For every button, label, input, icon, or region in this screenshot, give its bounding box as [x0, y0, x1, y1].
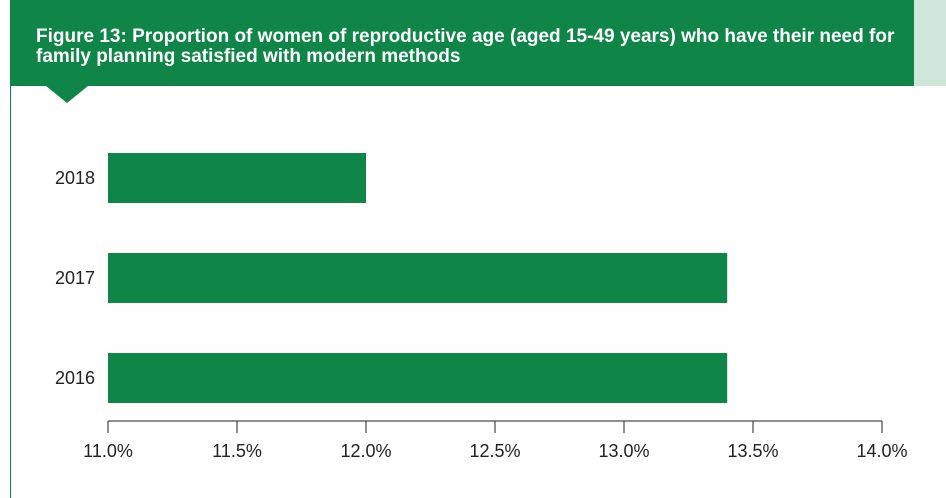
- x-tick-label: 14.0%: [856, 441, 907, 461]
- header-accent-strip: [914, 0, 946, 86]
- figure-title: Figure 13: Proportion of women of reprod…: [36, 26, 895, 67]
- bar-2016: [108, 353, 728, 403]
- header-pointer-notch: [46, 86, 88, 103]
- y-label-2018: 2018: [55, 168, 95, 188]
- x-tick-label: 12.5%: [469, 441, 520, 461]
- bar-2017: [108, 253, 728, 303]
- x-tick-label: 13.0%: [598, 441, 649, 461]
- x-tick-label: 12.0%: [340, 441, 391, 461]
- y-axis-labels: 2018 2017 2016: [55, 168, 95, 388]
- left-border-line: [10, 80, 11, 498]
- x-axis-ticks: 11.0% 11.5% 12.0% 12.5% 13.0% 13.5% 14.0%: [83, 421, 908, 461]
- figure-header-band: [10, 0, 914, 86]
- y-label-2017: 2017: [55, 268, 95, 288]
- x-tick-label: 11.0%: [83, 441, 133, 461]
- bar-2018: [108, 153, 366, 203]
- y-label-2016: 2016: [55, 368, 95, 388]
- bars-layer: [108, 153, 728, 403]
- x-tick-label: 13.5%: [727, 441, 778, 461]
- x-tick-label: 11.5%: [212, 441, 262, 461]
